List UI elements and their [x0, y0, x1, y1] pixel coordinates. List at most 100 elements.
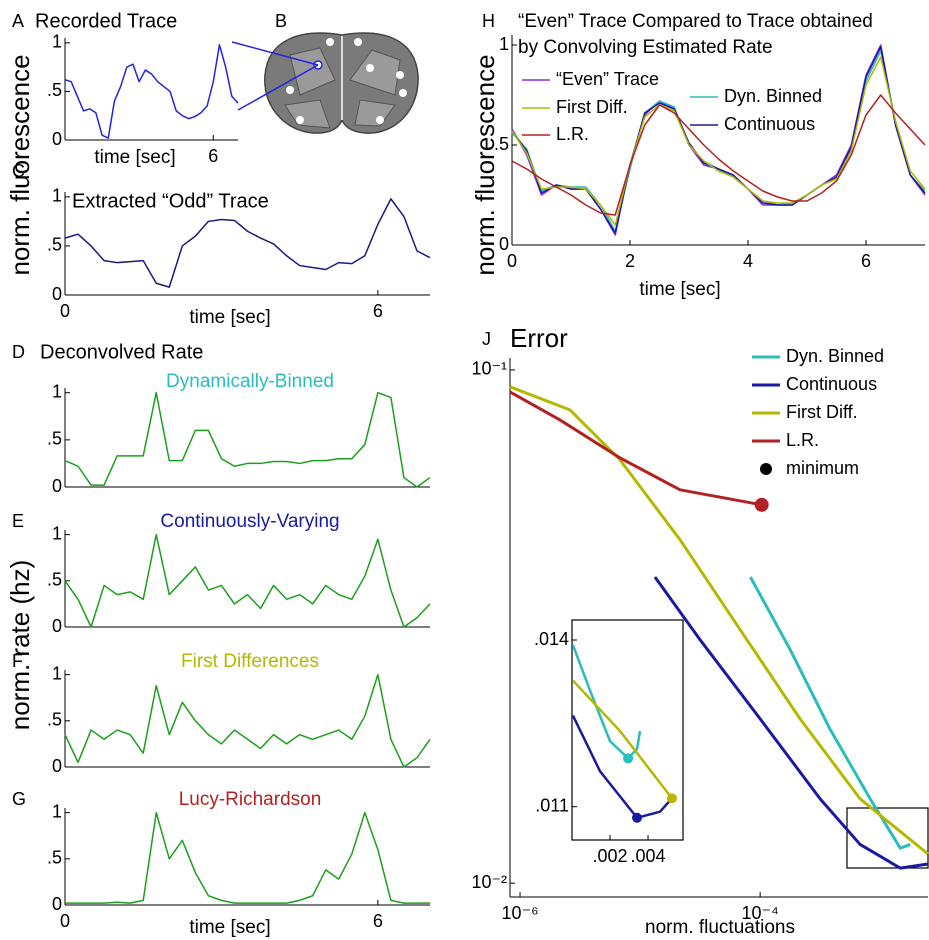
data-line [64, 198, 431, 288]
minimum-marker [623, 753, 634, 764]
x-tick-label: 0 [507, 251, 517, 271]
x-axis-label: time [sec] [94, 147, 175, 168]
x-tick-label: 0 [60, 911, 70, 931]
minimum-marker [632, 812, 643, 823]
panel-label: D [12, 342, 25, 362]
data-line [509, 390, 762, 507]
y-tick-label: .5 [47, 570, 62, 590]
y-tick-label: 1 [52, 663, 62, 683]
subtitle: First Differences [181, 651, 319, 672]
legend-label: Dyn. Binned [786, 346, 884, 366]
y-axis-label: norm. fluorescence [5, 54, 35, 275]
x-tick-label: 6 [373, 301, 383, 321]
y-tick-label: .5 [494, 134, 509, 154]
minimum-marker [666, 793, 677, 804]
y-tick-label: .5 [47, 235, 62, 255]
data-line [511, 94, 926, 216]
y-tick-label: 1 [52, 32, 62, 52]
data-line [571, 644, 642, 760]
roi-dots [286, 38, 407, 124]
chart-title: by Convolving Estimated Rate [518, 37, 773, 58]
y-tick-label: .5 [47, 429, 62, 449]
panel-label: H [482, 11, 495, 31]
y-tick-label: 1 [52, 381, 62, 401]
x-tick-label: 6 [373, 911, 383, 931]
x-tick-label: .004 [631, 846, 666, 866]
legend-label: L.R. [556, 124, 589, 144]
x-tick-label: 10⁻⁴ [742, 903, 779, 923]
data-line [509, 385, 929, 856]
y-tick-label: 1 [52, 186, 62, 206]
y-tick-label: .5 [47, 710, 62, 730]
legend-label: Continuous [724, 114, 815, 134]
x-tick-label: .002 [592, 846, 627, 866]
pointer-line [231, 41, 319, 66]
y-tick-label: 0 [52, 284, 62, 304]
y-tick-label: 1 [52, 523, 62, 543]
y-tick-label: 0 [52, 616, 62, 636]
legend-label: minimum [786, 458, 859, 478]
y-axis-label: norm. fluorescence [470, 54, 500, 275]
data-line [572, 679, 673, 800]
panel-label: E [12, 511, 24, 531]
y-tick-label: 0 [52, 476, 62, 496]
y-tick-label: 0 [499, 234, 509, 254]
panel-label: B [275, 11, 287, 31]
brain-illustration [231, 32, 419, 134]
x-tick-label: 6 [861, 251, 871, 271]
panel-label: J [482, 329, 491, 349]
data-line [64, 673, 431, 768]
x-axis-label: time [sec] [639, 279, 720, 300]
x-tick-label: 2 [625, 251, 635, 271]
subtitle: Continuously-Varying [160, 511, 339, 532]
y-tick-label: 0 [52, 894, 62, 914]
panel-label: A [12, 11, 24, 31]
legend-swatch [760, 463, 772, 475]
y-tick-label: .5 [47, 80, 62, 100]
x-tick-label: 4 [743, 251, 753, 271]
panel-label: C [12, 161, 25, 181]
subtitle: Dynamically-Binned [166, 371, 334, 392]
y-tick-label: .014 [534, 629, 569, 649]
data-line [64, 533, 431, 628]
x-tick-label: 0 [60, 301, 70, 321]
data-line [749, 576, 911, 850]
zoom-box [846, 807, 929, 869]
y-tick-label: 1 [499, 34, 509, 54]
x-tick-label: 10⁻⁶ [502, 903, 539, 923]
y-tick-label: 10⁻² [471, 872, 507, 892]
y-tick-label: .011 [535, 795, 569, 815]
x-axis-label: time [sec] [189, 307, 270, 328]
x-tick-label: 6 [208, 146, 218, 166]
data-line [653, 576, 929, 870]
x-axis-label: time [sec] [189, 917, 270, 938]
data-line [64, 44, 239, 139]
y-tick-label: 0 [52, 756, 62, 776]
legend-label: First Diff. [556, 97, 628, 117]
legend-label: Continuous [786, 374, 877, 394]
data-line [65, 811, 430, 904]
legend-label: First Diff. [786, 402, 858, 422]
y-tick-label: .5 [47, 848, 62, 868]
chart-title: Error [510, 323, 568, 353]
pointer-line [237, 64, 319, 111]
data-line [64, 391, 431, 488]
inset-frame [571, 619, 684, 841]
y-tick-label: 10⁻¹ [471, 359, 507, 379]
legend-label: Dyn. Binned [724, 86, 822, 106]
y-axis-label: norm. rate (hz) [5, 560, 35, 731]
chart-title: Deconvolved Rate [40, 341, 203, 363]
chart-title: Recorded Trace [35, 10, 177, 32]
panel-label: G [12, 789, 26, 809]
data-line [511, 56, 926, 226]
subtitle: Lucy-Richardson [179, 789, 322, 810]
minimum-marker [754, 497, 769, 512]
legend-label: “Even” Trace [556, 69, 659, 89]
y-tick-label: 0 [52, 129, 62, 149]
chart-title: “Even” Trace Compared to Trace obtained [518, 11, 873, 32]
panel-label: F [12, 651, 23, 671]
chart-title: Extracted “Odd” Trace [72, 190, 269, 212]
legend-label: L.R. [786, 430, 819, 450]
